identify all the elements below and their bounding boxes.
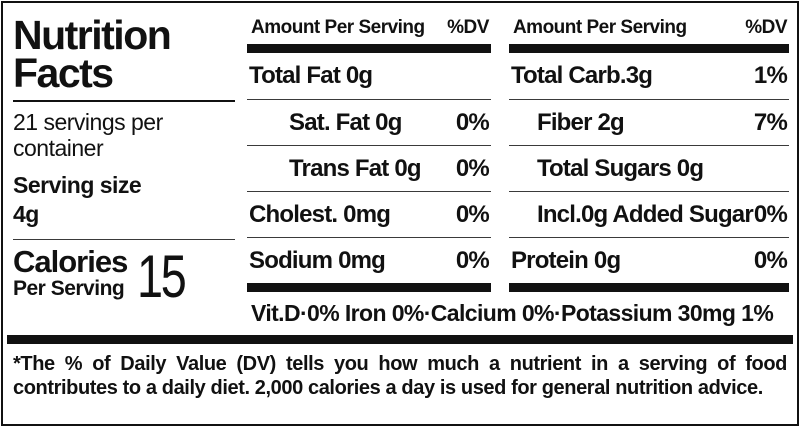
- label-left-panel: Nutrition Facts 21 servings per containe…: [13, 9, 237, 335]
- nutrient-area: Amount Per Serving %DV Total Fat 0g Sat.…: [247, 9, 789, 335]
- serving-size-block: Serving size 4g: [13, 171, 237, 229]
- calories-label: Calories: [13, 243, 128, 279]
- label-title-line2: Facts: [13, 49, 114, 96]
- servings-line2: container: [13, 134, 104, 161]
- column-header: Amount Per Serving %DV: [509, 15, 789, 44]
- micronutrients-row: Vit.D·0% Iron 0%·Calcium 0%·Potassium 30…: [251, 300, 774, 326]
- nutrient-row-protein: Protein 0g 0%: [508, 237, 789, 283]
- nutrient-label: Trans Fat 0g: [289, 154, 422, 182]
- nutrient-column-carbs: Amount Per Serving %DV Total Carb.3g 1% …: [508, 15, 789, 292]
- nutrient-row-added-sugar: Incl.0g Added Sugar 0%: [508, 191, 789, 237]
- nutrient-row-total-fat: Total Fat 0g: [247, 53, 491, 99]
- daily-value-footnote: *The % of Daily Value (DV) tells you how…: [13, 353, 787, 399]
- nutrient-row-cholesterol: Cholest. 0mg 0%: [247, 191, 491, 237]
- percent-dv-label: %DV: [447, 17, 489, 38]
- nutrient-value: 0%: [753, 246, 788, 274]
- nutrient-row-total-carb: Total Carb.3g 1%: [509, 53, 789, 99]
- nutrient-label: Total Carb.3g: [510, 62, 653, 89]
- nutrient-label: Cholest. 0mg: [249, 200, 391, 228]
- amount-per-serving-label: Amount Per Serving: [512, 17, 687, 38]
- nutrient-value: 7%: [753, 108, 788, 136]
- serving-size-value: 4g: [13, 200, 39, 227]
- nutrient-value: 0%: [455, 200, 490, 228]
- nutrient-label: Sodium 0mg: [249, 246, 386, 274]
- nutrient-label: Protein 0g: [510, 246, 621, 274]
- nutrient-label: Total Sugars 0g: [536, 154, 704, 182]
- nutrient-label: Total Fat 0g: [249, 62, 373, 89]
- header-bar: [508, 44, 789, 53]
- column-header: Amount Per Serving %DV: [247, 15, 491, 44]
- calories-value: 15: [137, 242, 187, 310]
- nutrient-label: Incl.0g Added Sugar: [536, 200, 754, 228]
- nutrient-columns: Amount Per Serving %DV Total Fat 0g Sat.…: [247, 15, 789, 292]
- nutrient-value: 1%: [753, 62, 788, 89]
- nutrient-row-sat-fat: Sat. Fat 0g 0%: [247, 99, 491, 145]
- servings-line1: 21 servings per: [13, 109, 163, 136]
- calories-section: Calories Per Serving 15: [13, 242, 237, 310]
- label-title: Nutrition Facts: [13, 12, 237, 96]
- nutrient-label: Sat. Fat 0g: [289, 108, 402, 136]
- column-bottom-bar: [247, 283, 491, 292]
- title-underline: [13, 100, 235, 103]
- percent-dv-label: %DV: [745, 17, 787, 38]
- calories-per-serving-label: Per Serving: [13, 277, 125, 301]
- nutrient-value: 0%: [753, 200, 788, 228]
- calories-text-stack: Calories Per Serving: [13, 243, 128, 301]
- nutrient-label: Fiber 2g: [536, 108, 625, 136]
- nutrient-value: 0%: [455, 108, 490, 136]
- nutrient-row-sodium: Sodium 0mg 0%: [247, 237, 491, 283]
- amount-per-serving-label: Amount Per Serving: [251, 17, 425, 38]
- label-title-line1: Nutrition: [13, 12, 172, 58]
- header-bar: [247, 44, 491, 53]
- column-bottom-bar: [508, 283, 789, 292]
- nutrient-column-fats: Amount Per Serving %DV Total Fat 0g Sat.…: [247, 15, 491, 292]
- nutrient-row-fiber: Fiber 2g 7%: [508, 99, 789, 145]
- calories-divider-line: [13, 238, 235, 240]
- servings-per-container-text: 21 servings per container: [13, 110, 237, 161]
- nutrient-row-total-sugars: Total Sugars 0g: [508, 145, 789, 191]
- nutrient-value: 0%: [455, 246, 490, 274]
- serving-size-label: Serving size: [13, 172, 142, 199]
- nutrient-value: 0%: [455, 154, 490, 182]
- label-main-area: Nutrition Facts 21 servings per containe…: [3, 3, 797, 335]
- footnote-separator-bar: [7, 335, 793, 344]
- nutrient-row-trans-fat: Trans Fat 0g 0%: [247, 145, 491, 191]
